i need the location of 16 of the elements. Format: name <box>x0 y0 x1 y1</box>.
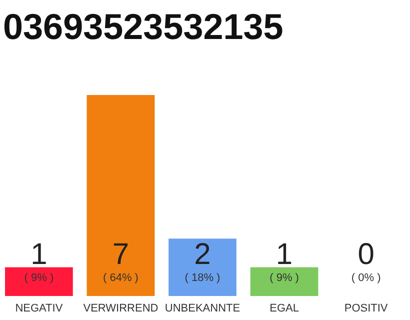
annotation: ( 0% ) <box>351 272 381 284</box>
data-label: 1 <box>30 238 48 271</box>
x-tick-label: NEGATIV <box>15 302 64 314</box>
chart-title: 03693523532135 <box>3 6 284 47</box>
x-tick-label: VERWIRREND <box>83 302 158 314</box>
annotation: ( 9% ) <box>24 272 54 284</box>
x-tick-label: EGAL <box>270 302 299 314</box>
annotation: ( 64% ) <box>102 272 138 284</box>
data-label: 1 <box>276 238 293 271</box>
data-label: 0 <box>358 238 374 271</box>
data-label: 7 <box>112 238 130 271</box>
data-label: 2 <box>194 238 211 271</box>
x-tick-label: UNBEKANNTE <box>164 302 240 314</box>
annotation: ( 9% ) <box>270 272 299 284</box>
x-tick-label: POSITIV <box>344 302 388 314</box>
annotation: ( 18% ) <box>184 272 220 284</box>
